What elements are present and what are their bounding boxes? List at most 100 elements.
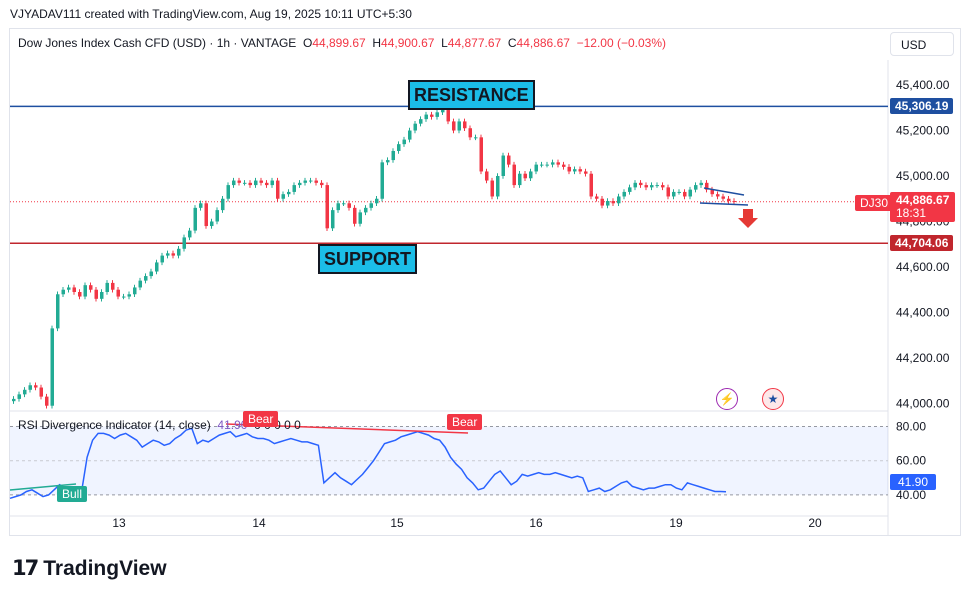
low-key: L [441, 36, 448, 50]
candle-body [716, 194, 720, 197]
symbol-legend: Dow Jones Index Cash CFD (USD) · 1h · VA… [18, 36, 666, 50]
high-value: 44,900.67 [381, 36, 435, 50]
chart-frame [9, 28, 961, 536]
candle-body [650, 185, 654, 188]
candle-body [639, 182, 643, 186]
candle-body [226, 185, 230, 199]
candle-body [617, 196, 621, 204]
candle-body [611, 201, 615, 204]
candle-body [523, 173, 527, 179]
candle-body [265, 182, 269, 186]
price-tick-label: 45,000.00 [896, 169, 950, 183]
candle-body [672, 191, 676, 197]
candle-body [732, 201, 736, 203]
candle-body [193, 207, 197, 231]
candle-body [413, 123, 417, 131]
candle-body [34, 385, 38, 388]
candles-group [12, 107, 736, 409]
currency-button[interactable]: USD [890, 32, 954, 56]
candle-body [457, 121, 461, 131]
candle-body [259, 180, 263, 183]
bear-signal-1: Bear [243, 411, 279, 427]
candle-body [567, 166, 571, 172]
candle-body [23, 389, 27, 395]
candle-body [688, 189, 692, 197]
resistance-label[interactable]: RESISTANCE [408, 80, 535, 110]
candle-body [243, 182, 247, 184]
open-value: 44,899.67 [312, 36, 366, 50]
candle-body [556, 162, 560, 165]
price-tick-label: 44,000.00 [896, 396, 950, 410]
candle-body [215, 210, 219, 222]
candle-body [347, 203, 351, 208]
price-tick-label: 45,400.00 [896, 78, 950, 92]
us-flag-icon[interactable]: ★ [762, 388, 784, 410]
change-value: −12.00 (−0.03%) [576, 36, 666, 50]
candle-body [45, 396, 49, 406]
rsi-title: RSI Divergence Indicator (14, close) [18, 418, 211, 432]
candle-body [622, 191, 626, 197]
symbol-name[interactable]: Dow Jones Index Cash CFD (USD) · 1h · VA… [18, 36, 297, 50]
candle-body [705, 182, 709, 190]
candle-body [496, 176, 500, 197]
candle-body [408, 130, 412, 140]
wedge-lower-line [699, 202, 749, 206]
candle-body [727, 198, 731, 202]
candle-body [83, 285, 87, 297]
candle-body [292, 185, 296, 192]
support-label[interactable]: SUPPORT [318, 244, 418, 274]
candle-body [501, 155, 505, 176]
price-tick-label: 44,600.00 [896, 260, 950, 274]
candle-body [188, 230, 192, 238]
candle-body [287, 191, 291, 195]
candle-body [490, 180, 494, 197]
candle-body [331, 210, 335, 229]
candle-body [199, 203, 203, 208]
candle-body [474, 137, 478, 139]
candle-body [391, 150, 395, 161]
candle-body [254, 180, 258, 186]
down-arrow-icon [738, 209, 758, 228]
candle-body [72, 287, 76, 292]
candle-body [210, 221, 214, 227]
candle-body [116, 289, 120, 297]
candle-body [534, 164, 538, 172]
candle-body [100, 292, 104, 299]
candle-body [710, 189, 714, 195]
candle-body [644, 185, 648, 188]
candle-body [182, 237, 186, 249]
candle-body [397, 144, 401, 151]
candle-body [540, 164, 544, 166]
candle-body [419, 119, 423, 124]
time-tick-label: 19 [669, 516, 683, 530]
candle-body [677, 191, 681, 193]
candle-body [122, 296, 126, 298]
lightning-icon[interactable]: ⚡ [716, 388, 738, 410]
candle-body [452, 121, 456, 131]
candle-body [573, 169, 577, 172]
last-price-tag: 44,886.67 18:31 [890, 192, 956, 222]
time-tick-label: 13 [112, 516, 126, 530]
candle-body [463, 121, 467, 129]
price-axis: 45,400.0045,200.0045,000.0044,800.0044,6… [896, 78, 950, 502]
close-value: 44,886.67 [516, 36, 570, 50]
candle-body [89, 285, 93, 290]
candle-body [17, 394, 21, 399]
candle-body [364, 207, 368, 213]
wedge-upper-line [703, 187, 745, 196]
candle-body [529, 171, 533, 179]
rsi-tick-label: 60.00 [896, 454, 926, 468]
candle-body [325, 185, 329, 229]
price-tick-label: 44,200.00 [896, 351, 950, 365]
candle-body [518, 173, 522, 186]
candle-body [655, 185, 659, 187]
candle-body [94, 289, 98, 299]
candle-body [666, 187, 670, 197]
rsi-value-tag: 41.90 [890, 474, 937, 490]
bull-divergence-line [9, 483, 77, 491]
candle-body [39, 387, 43, 397]
candle-body [600, 198, 604, 206]
candle-body [468, 128, 472, 138]
candle-body [127, 294, 131, 297]
